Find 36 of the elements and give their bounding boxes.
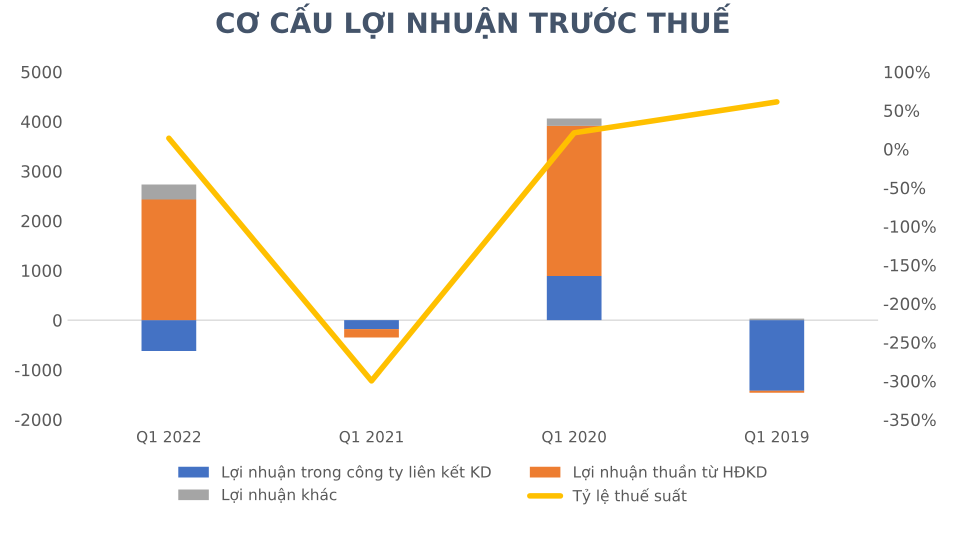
legend-label: Tỷ lệ thuế suất — [572, 488, 687, 504]
y-tick-label: -1000 — [15, 364, 62, 376]
bar — [546, 276, 602, 320]
x-tick-label: Q1 2022 — [136, 430, 200, 444]
bar — [344, 320, 399, 330]
chart-title: CƠ CẤU LỢI NHUẬN TRƯỚC THUẾ — [216, 4, 731, 39]
y2-tick-label: -100% — [884, 220, 936, 233]
y-tick-label: -2000 — [15, 413, 62, 426]
y2-tick-label: 50% — [884, 104, 920, 117]
x-tick-label: Q1 2020 — [542, 430, 606, 444]
y-tick-label: 1000 — [22, 264, 62, 278]
y2-tick-label: -200% — [884, 298, 936, 310]
bar — [344, 329, 399, 338]
y2-tick-label: 0% — [884, 143, 909, 156]
y2-tick-label: -350% — [884, 413, 936, 426]
y2-tick-label: -300% — [884, 374, 936, 388]
y2-tick-label: 100% — [884, 66, 930, 78]
bar — [546, 126, 602, 276]
bar — [142, 199, 196, 320]
y-tick-label: 3000 — [22, 165, 62, 178]
y-tick-label: 4000 — [21, 115, 62, 128]
bar — [546, 118, 602, 126]
bar — [142, 320, 196, 351]
legend-label: Lợi nhuận trong công ty liên kết KD — [222, 464, 491, 481]
x-tick-label: Q1 2021 — [340, 430, 403, 444]
bar — [749, 320, 804, 391]
y-tick-label: 5000 — [22, 66, 62, 78]
legend-label: Lợi nhuận khác — [222, 488, 336, 503]
y-tick-label: 2000 — [21, 214, 62, 228]
bar — [142, 184, 196, 200]
legend-label: Lợi nhuận thuần từ HĐKD — [574, 464, 767, 480]
y2-tick-label: -250% — [884, 336, 936, 349]
y2-tick-label: -150% — [884, 258, 936, 272]
y2-tick-label: -50% — [884, 182, 926, 194]
x-tick-label: Q1 2019 — [744, 430, 808, 444]
y-tick-label: 0 — [53, 314, 62, 327]
